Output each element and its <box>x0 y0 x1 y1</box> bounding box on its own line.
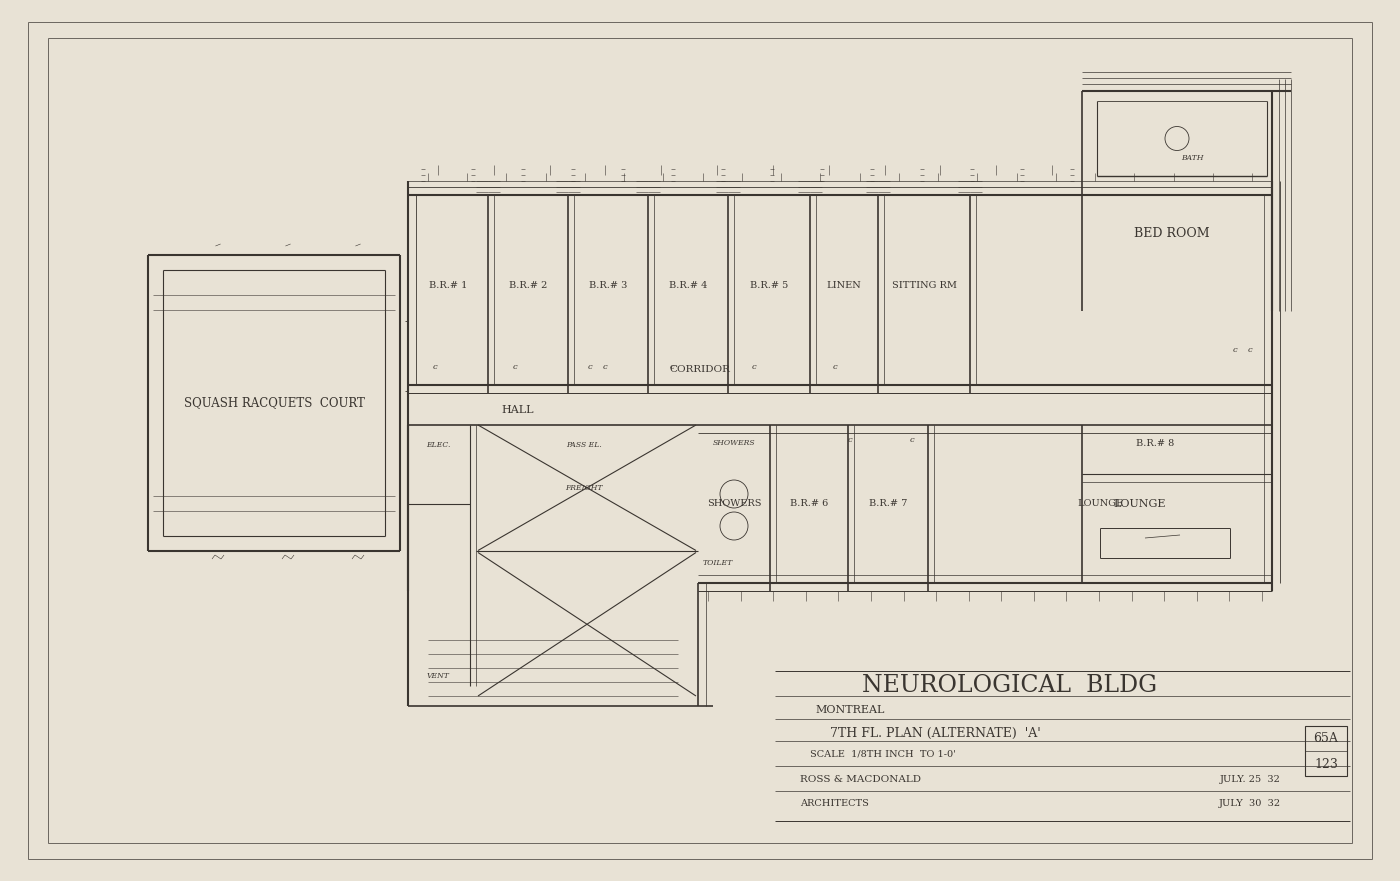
Text: LOUNGE: LOUNGE <box>1077 500 1123 508</box>
Text: c: c <box>847 436 853 444</box>
Text: BED ROOM: BED ROOM <box>1134 227 1210 240</box>
Text: TOILET: TOILET <box>703 559 734 567</box>
Text: JULY. 25  32: JULY. 25 32 <box>1219 774 1281 783</box>
Text: CORRIDOR: CORRIDOR <box>669 366 731 374</box>
Text: 65A: 65A <box>1313 731 1338 744</box>
Text: c: c <box>1247 346 1253 354</box>
Text: ROSS & MACDONALD: ROSS & MACDONALD <box>799 774 921 783</box>
Text: 123: 123 <box>1315 758 1338 771</box>
Text: B.R.# 8: B.R.# 8 <box>1135 440 1175 448</box>
Text: JULY  30  32: JULY 30 32 <box>1219 798 1281 808</box>
Text: SHOWERS: SHOWERS <box>713 439 756 447</box>
Text: c: c <box>1232 346 1238 354</box>
Text: c: c <box>752 363 756 371</box>
Text: VENT: VENT <box>427 672 449 680</box>
Text: c: c <box>833 363 837 371</box>
Text: B.R.# 2: B.R.# 2 <box>508 280 547 290</box>
Text: FREIGHT: FREIGHT <box>566 484 603 492</box>
Text: c: c <box>433 363 437 371</box>
Text: c: c <box>512 363 518 371</box>
Text: SHOWERS: SHOWERS <box>707 500 762 508</box>
Text: B.R.# 3: B.R.# 3 <box>589 280 627 290</box>
Text: c: c <box>669 363 675 371</box>
Text: BATH: BATH <box>1180 154 1203 162</box>
Text: ARCHITECTS: ARCHITECTS <box>799 798 869 808</box>
Text: c: c <box>910 436 914 444</box>
Text: HALL: HALL <box>501 405 535 415</box>
Text: B.R.# 7: B.R.# 7 <box>869 500 907 508</box>
Text: ELEC.: ELEC. <box>426 441 451 449</box>
Text: LOUNGE: LOUNGE <box>1114 499 1166 509</box>
Text: PASS EL.: PASS EL. <box>566 441 602 449</box>
Text: LINEN: LINEN <box>826 280 861 290</box>
Text: SITTING RM: SITTING RM <box>892 280 956 290</box>
Text: B.R.# 5: B.R.# 5 <box>750 280 788 290</box>
Text: 7TH FL. PLAN (ALTERNATE)  'A': 7TH FL. PLAN (ALTERNATE) 'A' <box>830 727 1040 739</box>
Text: SCALE  1/8TH INCH  TO 1-0': SCALE 1/8TH INCH TO 1-0' <box>811 750 956 759</box>
Text: c: c <box>588 363 592 371</box>
Text: NEUROLOGICAL  BLDG: NEUROLOGICAL BLDG <box>862 673 1158 697</box>
Text: MONTREAL: MONTREAL <box>815 705 885 715</box>
Text: SQUASH RACQUETS  COURT: SQUASH RACQUETS COURT <box>183 396 364 410</box>
Text: B.R.# 6: B.R.# 6 <box>790 500 829 508</box>
Bar <box>1305 726 1347 776</box>
Text: B.R.# 1: B.R.# 1 <box>428 280 468 290</box>
Text: B.R.# 4: B.R.# 4 <box>669 280 707 290</box>
Text: c: c <box>602 363 608 371</box>
